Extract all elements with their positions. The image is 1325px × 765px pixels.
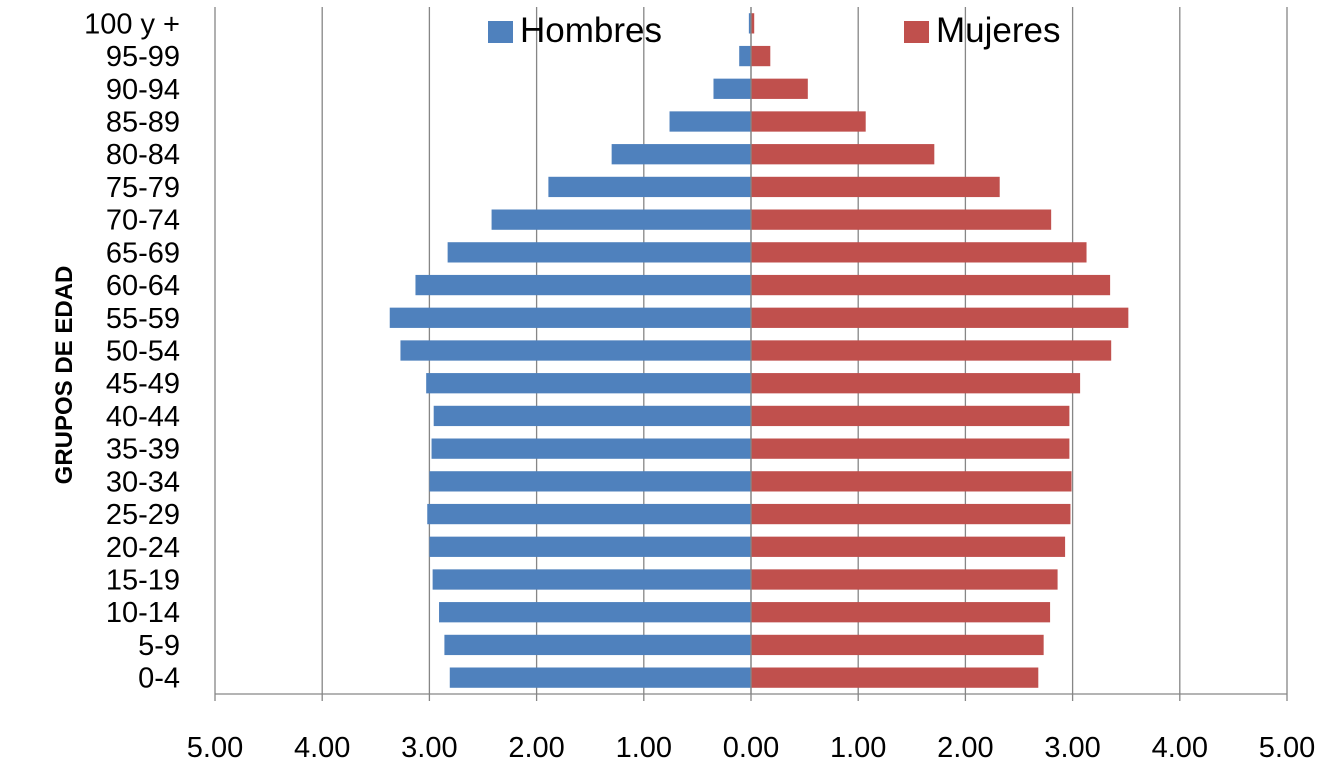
bar-mujeres-50-54 [751, 340, 1112, 361]
bar-hombres-80-84 [611, 144, 751, 165]
bar-mujeres-65-69 [751, 242, 1087, 263]
bar-hombres-30-34 [429, 471, 751, 492]
bar-hombres-50-54 [400, 340, 751, 361]
y-category-label: 40-44 [106, 401, 180, 433]
y-category-label: 90-94 [106, 74, 180, 106]
bars-layer [389, 13, 1129, 688]
bar-hombres-10-14 [439, 602, 751, 623]
bar-hombres-25-29 [427, 503, 751, 525]
y-category-label: 55-59 [106, 303, 180, 335]
x-tick-label: 2.00 [508, 732, 564, 760]
bar-hombres-75-79 [548, 176, 751, 198]
x-tick-label: 3.00 [401, 732, 457, 760]
y-category-label: 45-49 [106, 368, 180, 400]
bar-hombres-95-99 [739, 45, 751, 67]
legend-swatch-hombres [488, 21, 513, 43]
bar-mujeres-5-9 [751, 634, 1044, 656]
legend: Hombres Mujeres [488, 11, 1060, 50]
bar-hombres-0-4 [449, 667, 751, 688]
y-category-label: 85-89 [106, 107, 180, 139]
bar-hombres-100yplus [748, 13, 751, 34]
x-tick-label: 3.00 [1044, 732, 1100, 760]
y-category-label: 30-34 [106, 466, 180, 498]
bar-mujeres-30-34 [751, 471, 1072, 492]
y-category-label: 75-79 [106, 172, 180, 204]
y-category-label: 95-99 [106, 41, 180, 73]
y-category-label: 25-29 [106, 499, 180, 531]
bar-mujeres-15-19 [751, 569, 1058, 590]
bar-mujeres-95-99 [751, 45, 771, 67]
bar-hombres-60-64 [415, 274, 751, 296]
y-category-label: 80-84 [106, 139, 180, 171]
bar-hombres-70-74 [491, 209, 751, 230]
bar-hombres-5-9 [444, 634, 751, 656]
bar-mujeres-0-4 [751, 667, 1039, 688]
y-category-label: 35-39 [106, 434, 180, 466]
y-category-label: 20-24 [106, 532, 180, 564]
bar-hombres-90-94 [713, 78, 751, 99]
bar-hombres-65-69 [447, 242, 751, 263]
bar-mujeres-45-49 [751, 373, 1081, 394]
x-tick-label: 0.00 [723, 732, 779, 760]
bar-mujeres-85-89 [751, 111, 866, 132]
bar-mujeres-60-64 [751, 274, 1111, 296]
bar-hombres-20-24 [429, 536, 751, 557]
legend-label-hombres: Hombres [520, 11, 662, 50]
y-category-label: 65-69 [106, 237, 180, 269]
x-tick-label: 4.00 [1152, 732, 1208, 760]
bar-mujeres-75-79 [751, 176, 1000, 198]
bar-hombres-15-19 [432, 569, 751, 590]
bar-mujeres-25-29 [751, 503, 1071, 525]
y-category-label: 60-64 [106, 270, 180, 302]
x-tick-label: 1.00 [616, 732, 672, 760]
x-tick-label: 4.00 [294, 732, 350, 760]
bar-mujeres-100yplus [751, 13, 755, 34]
legend-label-mujeres: Mujeres [936, 11, 1060, 50]
bar-hombres-55-59 [389, 307, 751, 328]
x-tick-label: 5.00 [187, 732, 243, 760]
bar-mujeres-70-74 [751, 209, 1052, 230]
bar-hombres-35-39 [431, 438, 751, 459]
bar-mujeres-10-14 [751, 602, 1051, 623]
legend-swatch-mujeres [904, 21, 929, 43]
bar-hombres-40-44 [433, 405, 751, 427]
bar-mujeres-20-24 [751, 536, 1066, 557]
y-category-label: 5-9 [138, 630, 180, 662]
axis-layer [214, 7, 1288, 701]
bar-mujeres-90-94 [751, 78, 808, 99]
y-axis-title: GRUPOS DE EDAD [51, 266, 78, 485]
bar-mujeres-55-59 [751, 307, 1129, 328]
bar-hombres-85-89 [669, 111, 751, 132]
bar-hombres-45-49 [426, 373, 751, 394]
bar-mujeres-40-44 [751, 405, 1070, 427]
labels-layer: 5.00 4.00 3.00 2.00 1.00 0.00 1.00 2.00 3.00 4.00… [84, 8, 1315, 764]
y-category-label: 70-74 [106, 205, 180, 237]
x-tick-label: 5.00 [1259, 732, 1315, 760]
bar-mujeres-35-39 [751, 438, 1070, 459]
bar-mujeres-80-84 [751, 144, 935, 165]
x-tick-label: 2.00 [937, 732, 993, 760]
x-tick-label: 1.00 [830, 732, 886, 760]
y-category-label: 15-19 [106, 565, 180, 597]
y-category-label: 10-14 [106, 597, 180, 629]
y-category-label: 0-4 [138, 663, 180, 695]
y-category-label: 100 y + [84, 8, 180, 40]
y-category-label: 50-54 [106, 336, 180, 368]
